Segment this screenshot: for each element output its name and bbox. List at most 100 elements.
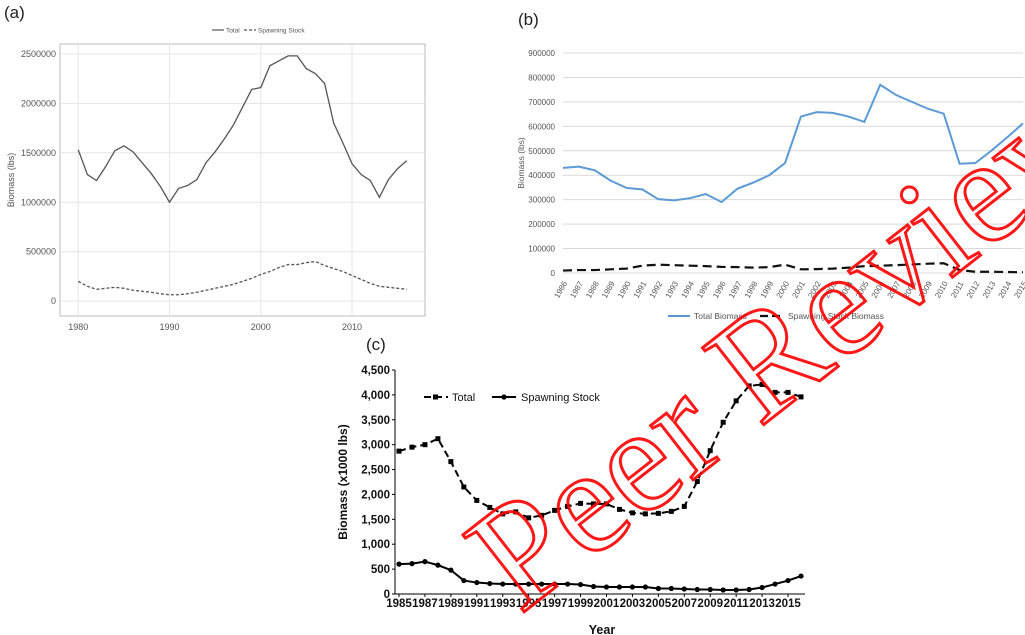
chart-b-series-line-total-biomass — [562, 83, 1024, 204]
chart-c-point-spawning-stock — [681, 586, 687, 592]
chart-c-point-spawning-stock — [655, 585, 661, 592]
panel-b-letter: (b) — [518, 10, 539, 29]
chart-c-point-total — [720, 419, 726, 425]
chart-c-x-tick-label: 2015 — [775, 598, 801, 610]
chart-a-x-tick-label: 1990 — [159, 322, 179, 332]
chart-c-point-spawning-stock — [798, 573, 804, 579]
chart-c-point-spawning-stock — [474, 579, 480, 586]
chart-a-y-tick-label: 2500000 — [21, 49, 56, 59]
chart-c-x-tick-label: 2005 — [646, 598, 672, 610]
chart-c-point-total — [578, 500, 584, 506]
chart-c-point-spawning-stock — [577, 581, 584, 588]
chart-a-y-tick-label: 0 — [51, 296, 56, 306]
chart-c-point-spawning-stock — [487, 580, 493, 587]
chart-c-point-spawning-stock — [785, 577, 791, 584]
chart-c-y-tick-label: 500 — [371, 564, 390, 576]
chart-c-point-total — [474, 497, 480, 503]
chart-c-point-spawning-stock — [526, 581, 532, 587]
chart-c-x-tick-label: 2003 — [620, 598, 646, 610]
chart-c-point-total — [668, 508, 674, 514]
chart-c-point-spawning-stock — [629, 584, 636, 590]
chart-c-y-tick-label: 3,000 — [361, 440, 390, 452]
chart-a-series-line-total — [77, 55, 408, 204]
chart-c-legend-marker-total — [433, 394, 438, 400]
chart-c-point-spawning-stock — [552, 581, 558, 587]
chart-c-point-total — [539, 512, 545, 518]
chart-c-y-tick-label: 4,000 — [361, 390, 390, 402]
chart-c-point-total — [655, 510, 661, 516]
chart-c-point-spawning-stock — [707, 586, 713, 593]
chart-b-y-tick-label: 100000 — [528, 245, 555, 254]
chart-b-y-tick-label: 300000 — [528, 196, 555, 205]
chart-c-x-tick-label: 1999 — [568, 598, 594, 610]
chart-a-legend-label-spawning: Spawning Stock — [258, 28, 305, 35]
chart-c-y-tick-label: 2,500 — [361, 465, 390, 477]
chart-b-y-tick-label: 700000 — [528, 98, 555, 107]
chart-c-point-total — [487, 504, 493, 510]
chart-a-plot-area — [59, 43, 426, 317]
chart-c-x-tick-label: 1987 — [412, 598, 438, 610]
chart-c-point-spawning-stock — [448, 567, 454, 573]
chart-c-point-spawning-stock — [513, 581, 519, 587]
chart-a-y-axis-label: Biomass (lbs) — [6, 153, 16, 208]
panel-c-letter: (c) — [366, 335, 386, 354]
chart-c-point-spawning-stock — [500, 581, 506, 587]
chart-c-point-total — [591, 501, 597, 507]
chart-c-x-tick-label: 2009 — [697, 598, 723, 610]
chart-b-y-tick-label: 500000 — [528, 147, 555, 156]
chart-c-point-spawning-stock — [539, 581, 545, 587]
chart-c-y-tick-label: 3,500 — [361, 415, 390, 427]
chart-c-x-tick-label: 1995 — [516, 598, 542, 610]
chart-c-y-tick-label: 1,000 — [361, 539, 390, 551]
chart-c-point-total — [785, 389, 791, 395]
chart-a-x-tick-label: 1980 — [68, 322, 88, 332]
chart-c-point-spawning-stock — [694, 586, 700, 593]
chart-a-legend-label-total: Total — [226, 28, 240, 35]
chart-c-x-axis-label: Year — [589, 623, 616, 635]
chart-b-y-tick-label: 600000 — [528, 122, 555, 131]
chart-b-y-tick-label: 900000 — [528, 49, 555, 58]
chart-c-point-total — [565, 503, 571, 509]
chart-c-point-spawning-stock — [772, 581, 778, 587]
chart-c-legend-label-spawning: Spawning Stock — [521, 392, 600, 404]
chart-c-point-total — [603, 501, 609, 507]
chart-c-point-spawning-stock — [759, 584, 765, 591]
chart-c-point-spawning-stock — [642, 584, 648, 590]
chart-c-point-spawning-stock — [616, 584, 623, 590]
chart-c-point-total — [552, 507, 558, 513]
chart-b-y-tick-label: 0 — [551, 269, 556, 278]
chart-a-y-tick-label: 1000000 — [21, 197, 56, 207]
chart-c-point-total — [629, 510, 635, 516]
chart-c-point-spawning-stock — [668, 585, 674, 592]
chart-c-series-line-total — [398, 383, 802, 519]
chart-c-x-tick-label: 1997 — [542, 598, 568, 610]
chart-c-point-spawning-stock — [733, 587, 739, 593]
chart-c-point-total — [772, 389, 778, 395]
chart-c-point-spawning-stock — [396, 561, 402, 567]
chart-c-series-line-spawning-stock — [398, 560, 802, 592]
chart-c-x-tick-label: 2007 — [671, 598, 697, 610]
chart-a-y-tick-label: 1500000 — [21, 148, 56, 158]
chart-c-point-total — [798, 394, 804, 400]
chart-a-y-tick-label: 500000 — [26, 247, 56, 257]
chart-c-x-tick-label: 1993 — [490, 598, 516, 610]
chart-b-y-tick-label: 200000 — [528, 220, 555, 229]
chart-c-point-total — [448, 459, 454, 465]
chart-c-point-spawning-stock — [461, 577, 467, 584]
chart-c-point-spawning-stock — [435, 562, 441, 568]
chart-c-point-total — [461, 484, 467, 490]
chart-c-point-total — [707, 448, 713, 454]
chart-a-x-tick-label: 2010 — [342, 322, 362, 332]
chart-c-point-total — [526, 515, 532, 521]
chart-c-point-total — [759, 381, 765, 387]
chart-b-y-tick-label: 400000 — [528, 171, 555, 180]
chart-b-series-line-spawning-stock-biomass — [562, 262, 1024, 274]
chart-b-y-axis-label: Biomass (lbs) — [516, 137, 526, 189]
chart-c-point-spawning-stock — [590, 583, 597, 590]
chart-c-point-spawning-stock — [409, 561, 415, 567]
chart-c-legend-marker-spawning — [501, 394, 507, 400]
chart-c-point-total — [500, 511, 506, 517]
chart-c-point-total — [396, 448, 402, 454]
chart-c-x-tick-label: 2013 — [749, 598, 775, 610]
